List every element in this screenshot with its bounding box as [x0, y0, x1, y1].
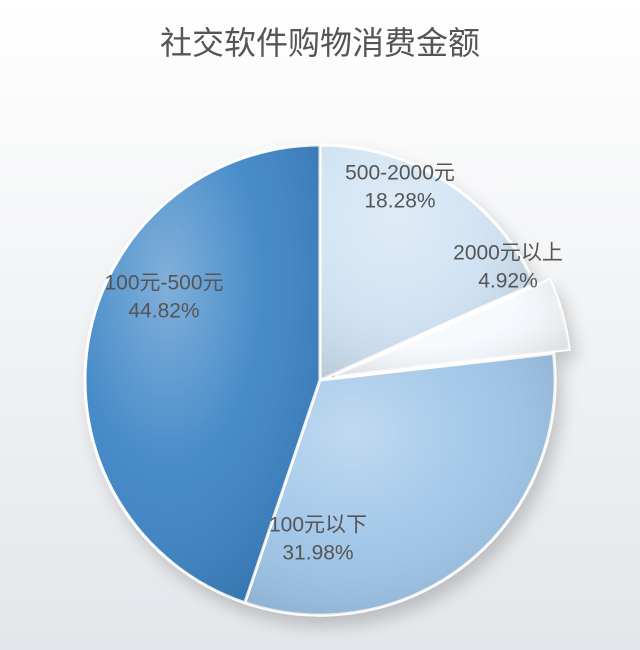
slice-label-2000-plus: 2000元以上 4.92% [453, 240, 563, 297]
slice-label-text: 500-2000元 [345, 162, 455, 185]
slice-label-percent: 4.92% [478, 270, 538, 293]
slice-label-text: 100元-500元 [104, 272, 223, 295]
slice-label-percent: 31.98% [282, 542, 353, 565]
slice-label-text: 2000元以上 [453, 242, 563, 265]
slice-label-percent: 44.82% [128, 300, 199, 323]
chart-stage: 社交软件购物消费金额 500-2000元 18.28% 2000元以上 4.92… [0, 0, 640, 650]
slice-label-100-500: 100元-500元 44.82% [104, 270, 223, 327]
slice-label-500-2000: 500-2000元 18.28% [345, 160, 455, 217]
slice-label-100-below: 100元以下 31.98% [269, 512, 367, 569]
slice-label-text: 100元以下 [269, 514, 367, 537]
slice-label-percent: 18.28% [364, 190, 435, 213]
